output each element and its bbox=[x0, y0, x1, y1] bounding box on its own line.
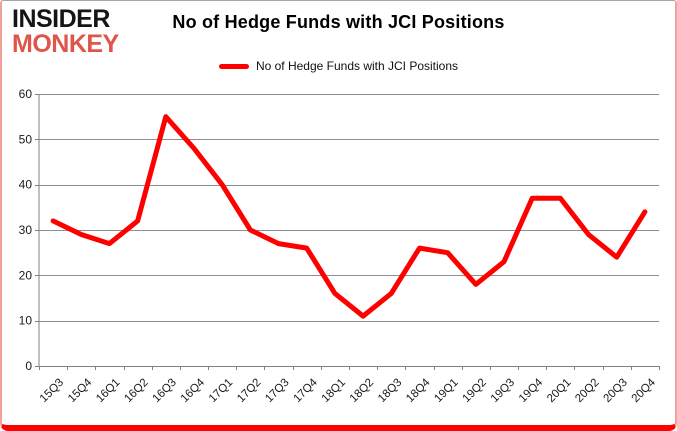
x-tick-label: 16Q4 bbox=[179, 376, 208, 405]
y-tick-label: 0 bbox=[25, 359, 32, 373]
x-tick-label: 19Q1 bbox=[432, 377, 460, 405]
x-tick-label: 15Q4 bbox=[66, 376, 95, 405]
y-tick-label: 30 bbox=[19, 223, 33, 237]
insider-monkey-logo: INSIDER MONKEY bbox=[12, 7, 119, 57]
x-tick-label: 18Q2 bbox=[348, 377, 376, 405]
x-tick-label: 16Q3 bbox=[151, 377, 179, 405]
x-tick-label: 17Q4 bbox=[291, 376, 320, 405]
x-tick-label: 20Q4 bbox=[630, 376, 659, 405]
y-tick-label: 10 bbox=[19, 314, 33, 328]
legend-label: No of Hedge Funds with JCI Positions bbox=[255, 59, 459, 73]
x-tick-label: 19Q4 bbox=[517, 376, 546, 405]
y-tick-label: 20 bbox=[19, 268, 33, 282]
legend-line-swatch bbox=[218, 63, 249, 69]
legend: No of Hedge Funds with JCI Positions bbox=[2, 59, 675, 73]
series-line bbox=[50, 114, 648, 319]
x-tick-label: 20Q3 bbox=[601, 377, 629, 405]
logo-line-insider: INSIDER bbox=[12, 5, 110, 33]
x-tick-label: 17Q1 bbox=[207, 377, 235, 405]
x-tick-label: 16Q1 bbox=[94, 377, 122, 405]
x-tick-label: 18Q1 bbox=[320, 377, 348, 405]
x-tick-label: 19Q3 bbox=[489, 377, 517, 405]
logo-line-monkey: MONKEY bbox=[12, 30, 119, 58]
x-tick-label: 20Q2 bbox=[573, 377, 601, 405]
y-tick-label: 60 bbox=[19, 87, 33, 101]
x-tick-label: 20Q1 bbox=[545, 377, 573, 405]
y-tick-label: 50 bbox=[19, 132, 33, 146]
x-tick-label: 15Q3 bbox=[38, 377, 66, 405]
chart-title: No of Hedge Funds with JCI Positions bbox=[172, 12, 505, 32]
x-tick-label: 19Q2 bbox=[461, 377, 489, 405]
x-tick-label: 17Q2 bbox=[235, 377, 263, 405]
x-tick-label: 17Q3 bbox=[263, 377, 291, 405]
x-tick-label: 18Q4 bbox=[404, 376, 433, 405]
x-tick-label: 16Q2 bbox=[122, 377, 150, 405]
x-tick-label: 18Q3 bbox=[376, 377, 404, 405]
y-tick-label: 40 bbox=[19, 178, 33, 192]
